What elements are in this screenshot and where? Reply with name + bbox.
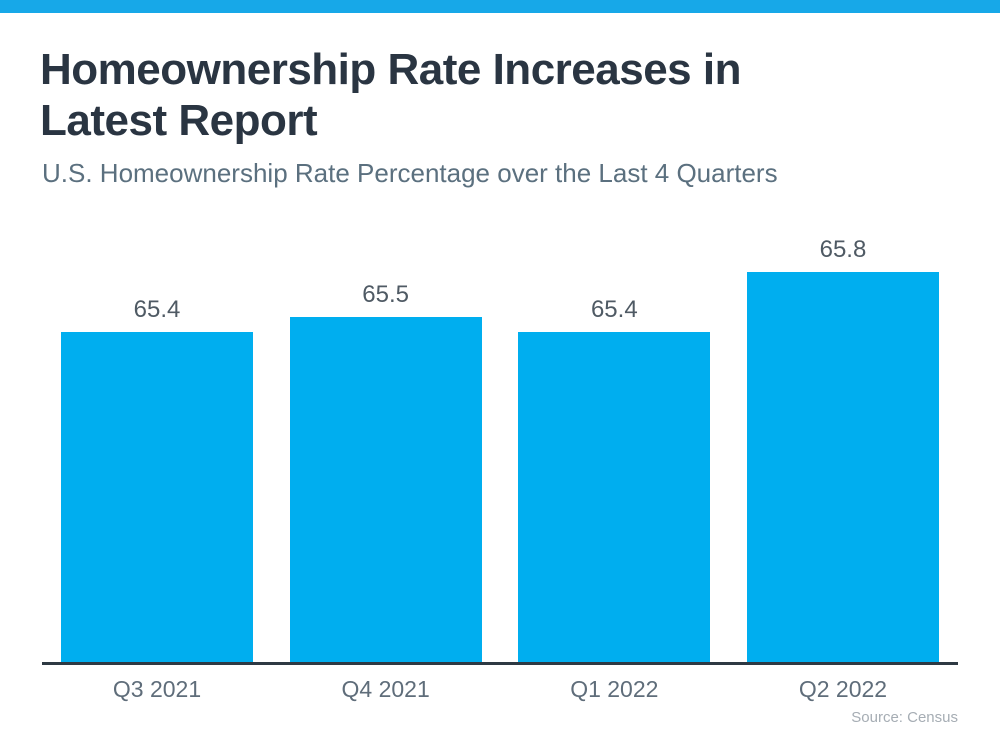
- x-axis-label-q3-2021: Q3 2021: [112, 676, 202, 702]
- bar-value-label: 65.4: [590, 295, 638, 323]
- bar-group-q1-2022: 65.4: [518, 222, 711, 662]
- x-axis-labels: Q3 2021 Q4 2021 Q1 2022 Q2 2022: [42, 676, 958, 703]
- bar-q2-2022: [746, 271, 939, 662]
- bar-q4-2021: [289, 316, 482, 662]
- bar-value-label: 65.8: [819, 235, 867, 263]
- x-axis-line: [42, 662, 958, 665]
- chart-subtitle: U.S. Homeownership Rate Percentage over …: [42, 158, 778, 188]
- bar-chart-plot-area: 65.4 65.5 65.4 65.8: [42, 222, 958, 662]
- bar-value-label: 65.5: [362, 280, 410, 308]
- bar-value-label: 65.4: [133, 295, 181, 323]
- top-brand-stripe: [0, 0, 1000, 13]
- bar-group-q4-2021: 65.5: [289, 222, 482, 662]
- x-axis-label-q4-2021: Q4 2021: [341, 676, 430, 702]
- bar-q1-2022: [518, 331, 711, 662]
- x-axis-label-q2-2022: Q2 2022: [798, 676, 888, 702]
- chart-title: Homeownership Rate Increases in Latest R…: [40, 45, 741, 146]
- source-attribution: Source: Census: [851, 709, 958, 726]
- x-axis-label-q1-2022: Q1 2022: [570, 676, 659, 702]
- bar-group-q2-2022: 65.8: [746, 222, 939, 662]
- bar-q3-2021: [61, 331, 253, 662]
- bar-group-q3-2021: 65.4: [61, 222, 253, 662]
